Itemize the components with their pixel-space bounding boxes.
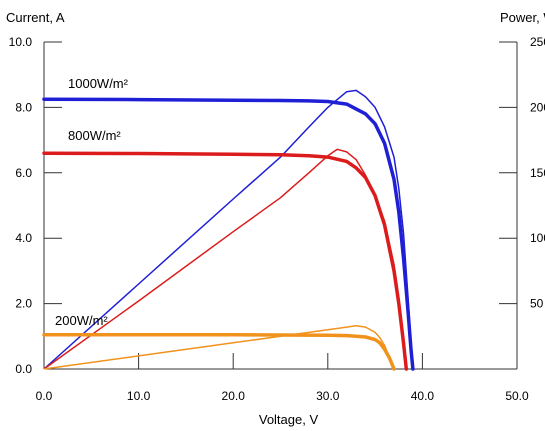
labels: 0.0 10.0 20.0 30.0 40.0 50.0 0.0 2.0 4.0 6.0 8.0 10… [6,10,545,427]
x-axis-title: Voltage, V [259,412,319,427]
y-left-tick-label: 4.0 [15,231,32,245]
axes [43,41,518,370]
y-right-axis-title: Power, W [500,10,545,25]
x-tick-label: 10.0 [127,389,151,403]
x-tick-label: 40.0 [411,389,435,403]
x-tick-label: 30.0 [316,389,340,403]
x-tick-label: 0.0 [36,389,53,403]
y-left-tick-label: 2.0 [15,297,32,311]
power-curve-200w-m- [43,325,395,370]
series-label-200w-m-: 200W/m² [55,313,108,328]
y-left-tick-label: 8.0 [15,100,32,114]
series-label-800w-m-: 800W/m² [68,128,121,143]
power-curve-1000w-m- [43,89,414,370]
y-right-tick-label: 200 [530,100,545,114]
current-curve-1000w-m- [42,97,415,371]
x-tick-label: 50.0 [505,389,529,403]
curves [42,89,415,371]
y-left-axis-title: Current, A [6,10,65,25]
y-right-tick-label: 250 [530,35,545,49]
current-curve-200w-m- [42,332,396,371]
current-curve-800w-m- [42,151,409,371]
y-right-tick-label: 50 [530,297,544,311]
y-left-tick-label: 6.0 [15,166,32,180]
series-label-1000w-m-: 1000W/m² [68,76,129,91]
y-right-tick-label: 150 [530,166,545,180]
y-left-tick-label: 0.0 [15,362,32,376]
y-left-tick-label: 10.0 [9,35,33,49]
y-right-tick-label: 100 [530,231,545,245]
x-tick-label: 20.0 [222,389,246,403]
